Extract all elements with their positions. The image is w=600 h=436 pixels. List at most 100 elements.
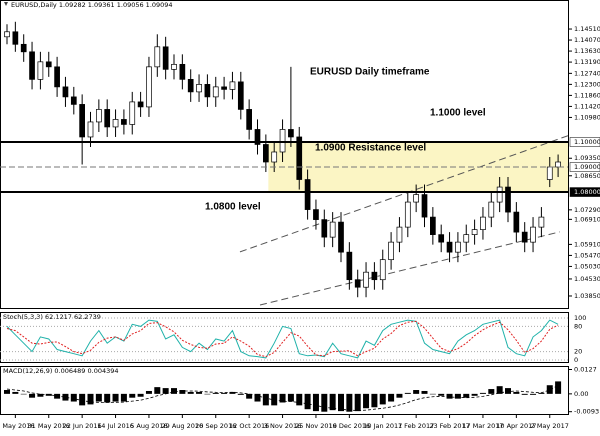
annotation: EURUSD Daily timeframe xyxy=(310,67,430,78)
header-icon xyxy=(4,2,8,6)
candle-body xyxy=(79,104,86,138)
stoch-title: Stoch(5,3,3) 62.1217 62.2739 xyxy=(3,313,101,321)
level-label-box xyxy=(569,162,600,172)
macd-bar xyxy=(54,393,61,399)
stoch-tick-label: 80 xyxy=(574,322,582,330)
macd-signal xyxy=(6,385,559,411)
candle-body xyxy=(62,86,69,98)
macd-bar xyxy=(371,393,378,408)
macd-bar xyxy=(379,393,386,405)
y-tick-label: 1.05470 xyxy=(574,251,600,259)
macd-tick-label: 0.0127 xyxy=(574,365,597,373)
macd-bar xyxy=(404,392,411,394)
macd-bar xyxy=(488,389,495,394)
annotation: 1.1000 level xyxy=(430,108,486,119)
macd-bar xyxy=(396,393,403,398)
macd-bar xyxy=(454,393,461,399)
header: EURUSD,Daily 1.09282 1.09361 1.09056 1.0… xyxy=(11,1,173,9)
x-tick-label: 29 Aug 2016 xyxy=(162,422,204,430)
y-tick-label: 1.11420 xyxy=(574,102,600,110)
candle-body xyxy=(129,101,136,125)
candle-body xyxy=(179,63,186,80)
macd-bar xyxy=(129,393,136,398)
candle-body xyxy=(54,66,60,88)
candle-body xyxy=(279,129,286,153)
stoch-tick-label: 0 xyxy=(574,356,578,364)
macd-bar xyxy=(262,393,269,406)
y-tick-label: 1.05910 xyxy=(574,240,600,248)
macd-bar xyxy=(196,391,203,394)
x-tick-label: 3 Nov 2016 xyxy=(264,422,302,430)
candle-body xyxy=(496,186,503,203)
macd-bar xyxy=(471,393,478,396)
candle-body xyxy=(379,259,386,281)
x-tick-label: 23 Feb 2017 xyxy=(429,422,469,430)
stoch-tick-label: 20 xyxy=(574,348,582,356)
y-tick-label: 1.10980 xyxy=(574,113,600,121)
macd-title: MACD(12,26,9) 0.006489 0.004394 xyxy=(3,367,119,375)
macd-bar xyxy=(120,393,127,402)
candle-body xyxy=(346,251,353,281)
candle-body xyxy=(530,226,536,243)
channel-line xyxy=(259,231,560,306)
y-tick-label: 1.12740 xyxy=(574,69,600,77)
candle-body xyxy=(329,221,336,238)
macd-bar xyxy=(546,385,553,394)
candle-body xyxy=(70,96,77,105)
x-tick-label: 2 May 2017 xyxy=(531,422,569,430)
macd-bar xyxy=(229,391,236,394)
y-tick-label: 1.04530 xyxy=(574,275,600,283)
candle-body xyxy=(263,144,269,163)
candle-body xyxy=(505,186,511,213)
candle-body xyxy=(296,136,303,180)
macd-bar xyxy=(162,388,169,394)
y-tick-label: 1.06910 xyxy=(574,215,600,223)
candle-body xyxy=(488,201,495,218)
macd-bar xyxy=(312,393,319,412)
macd-bar xyxy=(112,393,119,402)
candle-body xyxy=(363,271,369,288)
x-tick-label: 17 Mar 2017 xyxy=(462,422,503,430)
candle-body xyxy=(304,179,311,210)
y-tick-label: 1.05030 xyxy=(574,262,600,270)
macd-bar xyxy=(254,393,261,402)
y-tick-label: 1.13190 xyxy=(574,58,600,66)
candle-body xyxy=(37,61,44,80)
candle-body xyxy=(438,234,445,243)
candle-body xyxy=(371,271,378,281)
level-label: 1.09000 xyxy=(574,163,600,171)
macd-bar xyxy=(179,390,186,394)
level-label: 1.08000 xyxy=(574,188,600,196)
candle-body xyxy=(446,241,453,253)
macd-bar xyxy=(479,392,486,394)
x-tick-label: 25 Nov 2016 xyxy=(295,422,337,430)
macd-bar xyxy=(413,390,420,394)
macd-bar xyxy=(137,393,144,397)
candle-body xyxy=(521,231,528,243)
macd-bar xyxy=(363,393,370,409)
macd-bar xyxy=(446,393,453,399)
x-tick-label: 19 Dec 2016 xyxy=(329,422,371,430)
candle-body xyxy=(313,209,319,220)
candle-body xyxy=(480,216,486,230)
candle-body xyxy=(4,31,10,38)
macd-bar xyxy=(79,393,86,406)
candle-body xyxy=(12,31,19,45)
x-tick-label: 1 Feb 2017 xyxy=(398,422,434,430)
candle-body xyxy=(321,219,328,238)
candle-body xyxy=(212,86,219,98)
x-tick-label: 5 Aug 2016 xyxy=(130,422,168,430)
x-tick-label: 9 May 2016 xyxy=(0,422,34,430)
candle-body xyxy=(246,109,252,130)
candle-body xyxy=(121,119,127,125)
macd-bar xyxy=(538,392,545,394)
macd-bar xyxy=(429,393,436,395)
macd-bar xyxy=(338,393,344,412)
candle-body xyxy=(45,61,52,68)
x-tick-label: 10 Apr 2017 xyxy=(496,422,536,430)
candle-body xyxy=(146,66,152,108)
macd-bar xyxy=(204,393,211,395)
macd-bar xyxy=(287,393,294,402)
